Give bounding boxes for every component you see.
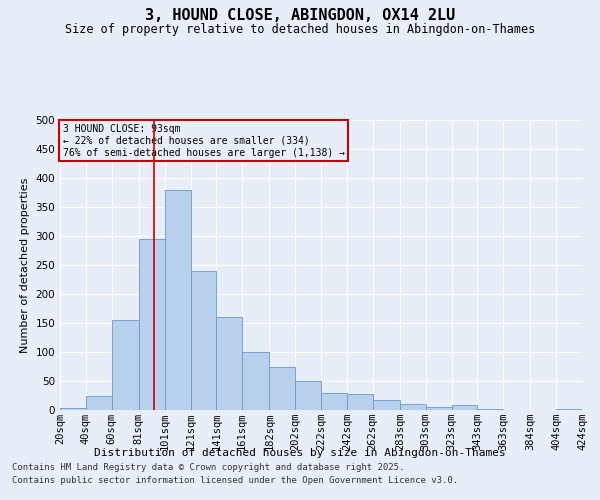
Text: 3 HOUND CLOSE: 93sqm
← 22% of detached houses are smaller (334)
76% of semi-deta: 3 HOUND CLOSE: 93sqm ← 22% of detached h… [62,124,344,158]
Bar [139,239,164,410]
Bar [217,317,242,410]
Bar [242,352,269,410]
Bar [425,407,452,410]
Text: Contains public sector information licensed under the Open Government Licence v3: Contains public sector information licen… [12,476,458,485]
Bar [269,366,295,410]
Bar [478,409,503,410]
Bar [112,320,139,410]
Bar [321,392,347,410]
Bar [452,406,478,410]
Text: Contains HM Land Registry data © Crown copyright and database right 2025.: Contains HM Land Registry data © Crown c… [12,464,404,472]
Bar [191,271,217,410]
Bar [400,404,425,410]
Bar [373,400,400,410]
Y-axis label: Number of detached properties: Number of detached properties [20,178,30,352]
Bar [347,394,373,410]
Text: 3, HOUND CLOSE, ABINGDON, OX14 2LU: 3, HOUND CLOSE, ABINGDON, OX14 2LU [145,8,455,22]
Text: Size of property relative to detached houses in Abingdon-on-Thames: Size of property relative to detached ho… [65,22,535,36]
Text: Distribution of detached houses by size in Abingdon-on-Thames: Distribution of detached houses by size … [94,448,506,458]
Bar [60,408,86,410]
Bar [164,190,191,410]
Bar [86,396,112,410]
Bar [295,381,321,410]
